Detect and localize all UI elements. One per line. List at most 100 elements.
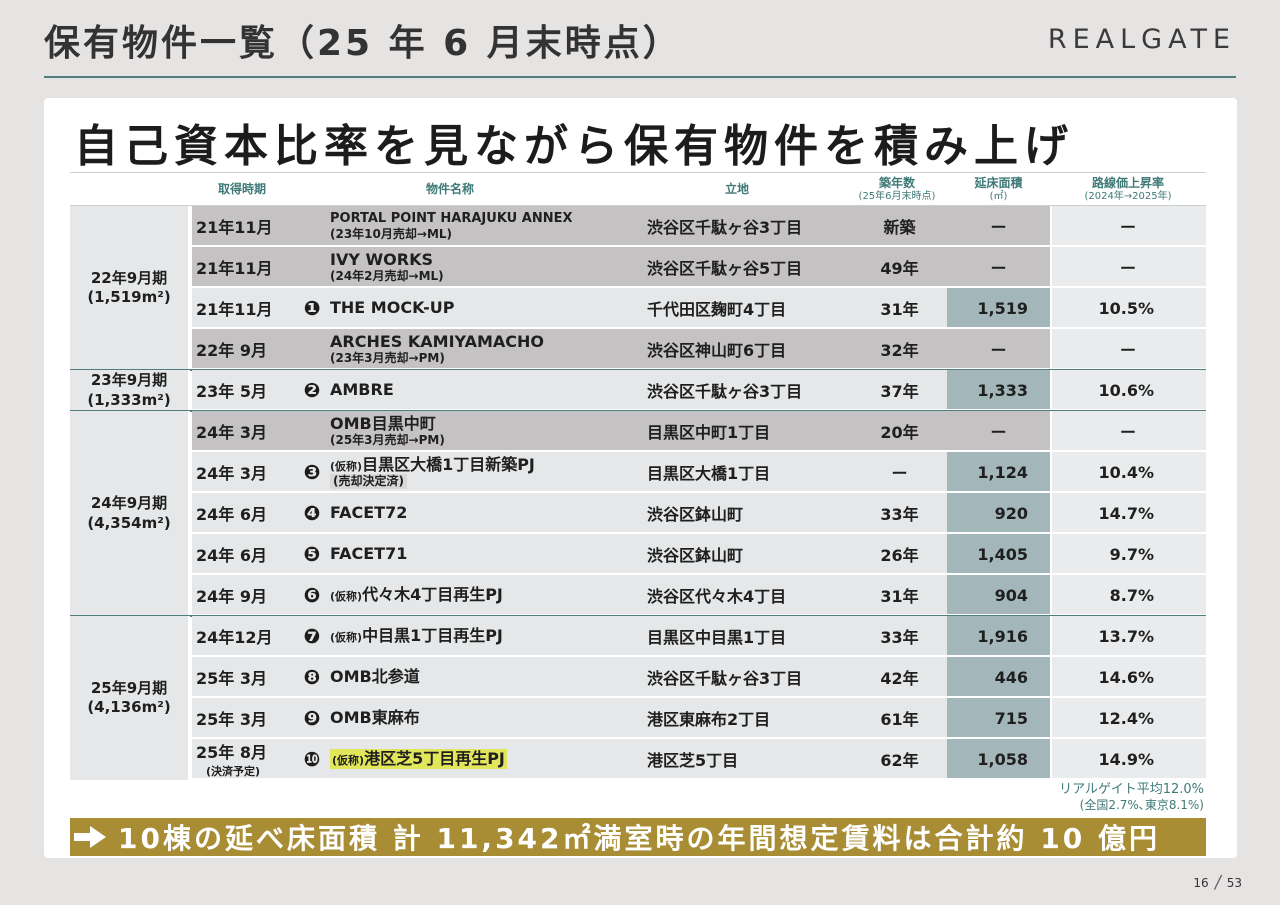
property-name-text: AMBRE [330, 380, 394, 400]
price-rise-cell: 10.6% [1050, 370, 1206, 410]
floor-area-text: ー [990, 423, 1007, 442]
header-area: 延床面積 (㎡) [947, 173, 1050, 207]
location-cell: 千代田区麹町4丁目 [647, 288, 857, 328]
table-row: 22年 9月 ARCHES KAMIYAMACHO (23年3月売却→PM) 渋谷区神… [192, 329, 1206, 369]
acquisition-date-text: 24年 6月 [196, 546, 267, 565]
row-background [192, 329, 947, 369]
area-cell-background [947, 206, 1050, 246]
floor-area-cell: 1,519 [947, 288, 1050, 328]
building-age-text: 37年 [880, 382, 919, 401]
property-name-text: OMB目黒中町 [330, 414, 436, 434]
price-rise-text: 13.7% [1098, 626, 1154, 646]
table-row: 21年11月 IVY WORKS (24年2月売却→ML) 渋谷区千駄ヶ谷5丁目 49年… [192, 247, 1206, 287]
rate-cell-background [1050, 739, 1206, 779]
rate-cell-background [1050, 329, 1206, 369]
rate-cell-background [1050, 493, 1206, 533]
location-text: 渋谷区神山町6丁目 [647, 341, 787, 360]
building-age-cell: 31年 [852, 288, 947, 328]
average-note: リアルゲイト平均12.0% (全国2.7%､東京8.1%) [1059, 782, 1204, 813]
property-number: ❶ [300, 288, 324, 328]
location-text: 目黒区大橋1丁目 [647, 464, 771, 483]
property-number-badge: ❻ [303, 583, 321, 607]
price-rise-text: 14.7% [1098, 503, 1154, 523]
acquisition-date-text: 25年 8月 [196, 743, 267, 762]
floor-area-cell: 1,916 [947, 616, 1050, 656]
location-text: 渋谷区千駄ヶ谷3丁目 [647, 382, 803, 401]
floor-area-cell: ー [947, 206, 1050, 246]
floor-area-text: 1,405 [977, 544, 1028, 564]
price-rise-text: ー [1119, 423, 1136, 442]
rate-cell-background [1050, 452, 1206, 492]
building-age-text: 42年 [880, 669, 919, 688]
page-separator: / [1212, 872, 1223, 893]
building-age-cell: 42年 [852, 657, 947, 697]
property-table: 取得時期 物件名称 立地 築年数 (25年6月末時点) 延床面積 (㎡) 路線価… [70, 172, 1206, 780]
property-name: IVY WORKS [330, 250, 433, 269]
header-area-sub: (㎡) [989, 191, 1008, 203]
banner-text: 10棟の延べ床面積 計 11,342㎡満室時の年間想定賃料は合計約 10 億円 [118, 822, 1160, 855]
floor-area-text: 1,124 [977, 462, 1028, 482]
header-age: 築年数 (25年6月末時点) [847, 173, 947, 207]
row-background [192, 288, 947, 328]
price-rise-cell: 14.6% [1050, 657, 1206, 697]
fiscal-period-label: 25年9月期 (4,136m²) [70, 616, 190, 780]
property-number-badge: ❷ [303, 378, 321, 402]
price-rise-cell: 14.9% [1050, 739, 1206, 779]
property-name: OMB東麻布 [330, 708, 420, 727]
table-row: 23年 5月 ❷ AMBRE 渋谷区千駄ヶ谷3丁目 37年 1,333 10.6% [192, 370, 1206, 410]
floor-area-cell: ー [947, 329, 1050, 369]
floor-area-text: 1,058 [977, 749, 1028, 769]
area-cell-background [947, 493, 1050, 533]
header-date: 取得時期 [192, 173, 292, 207]
price-rise-cell: 14.7% [1050, 493, 1206, 533]
location-cell: 渋谷区千駄ヶ谷3丁目 [647, 657, 857, 697]
floor-area-cell: 715 [947, 698, 1050, 738]
location-cell: 目黒区大橋1丁目 [647, 452, 857, 492]
area-cell-background [947, 657, 1050, 697]
location-cell: 目黒区中町1丁目 [647, 411, 857, 451]
building-age-text: 33年 [880, 505, 919, 524]
table-row: 21年11月 ❶ THE MOCK-UP 千代田区麹町4丁目 31年 1,519 10.5% [192, 288, 1206, 328]
acquisition-date: 25年 3月 [196, 698, 296, 738]
property-number: ❼ [300, 616, 324, 656]
building-age-text: 61年 [880, 710, 919, 729]
rate-cell-background [1050, 288, 1206, 328]
price-rise-cell: 13.7% [1050, 616, 1206, 656]
property-name-cell: THE MOCK-UP [330, 288, 660, 328]
property-status-note: (23年10月売却→ML) [330, 226, 453, 241]
property-name-cell: (仮称)港区芝5丁目再生PJ [330, 739, 660, 779]
property-number-badge: ❿ [303, 747, 321, 771]
property-name: FACET72 [330, 503, 407, 522]
area-cell-background [947, 247, 1050, 287]
price-rise-cell: ー [1050, 247, 1206, 287]
header-rule [44, 76, 1236, 78]
fiscal-period: 23年9月期 [90, 371, 168, 389]
area-cell-background [947, 329, 1050, 369]
rate-cell-background [1050, 575, 1206, 615]
rate-cell-background [1050, 206, 1206, 246]
property-name-text: THE MOCK-UP [330, 298, 455, 318]
property-name: OMB目黒中町 [330, 414, 436, 433]
property-name-cell: AMBRE [330, 370, 660, 410]
location-text: 渋谷区千駄ヶ谷3丁目 [647, 218, 803, 237]
location-text: 目黒区中町1丁目 [647, 423, 771, 442]
realgate-logo: REALGATE [1047, 24, 1236, 55]
building-age-cell: 33年 [852, 493, 947, 533]
property-number: ❽ [300, 657, 324, 697]
building-age-text: 49年 [880, 259, 919, 278]
building-age-text: 32年 [880, 341, 919, 360]
table-row: 24年 3月 OMB目黒中町 (25年3月売却→PM) 目黒区中町1丁目 20年ーー [192, 411, 1206, 451]
property-number: ❻ [300, 575, 324, 615]
price-rise-text: 10.4% [1098, 462, 1154, 482]
floor-area-text: 715 [994, 708, 1028, 728]
property-name-text: FACET72 [330, 503, 408, 523]
area-cell-background [947, 739, 1050, 779]
building-age-cell: 32年 [852, 329, 947, 369]
property-number: ❸ [300, 452, 324, 492]
property-name: (仮称)代々木4丁目再生PJ [330, 585, 503, 604]
property-name: (仮称)中目黒1丁目再生PJ [330, 626, 503, 645]
price-rise-text: ー [1119, 259, 1136, 278]
property-number-badge: ❸ [303, 460, 321, 484]
area-cell-background [947, 698, 1050, 738]
property-status-note: (24年2月売却→ML) [330, 269, 444, 284]
